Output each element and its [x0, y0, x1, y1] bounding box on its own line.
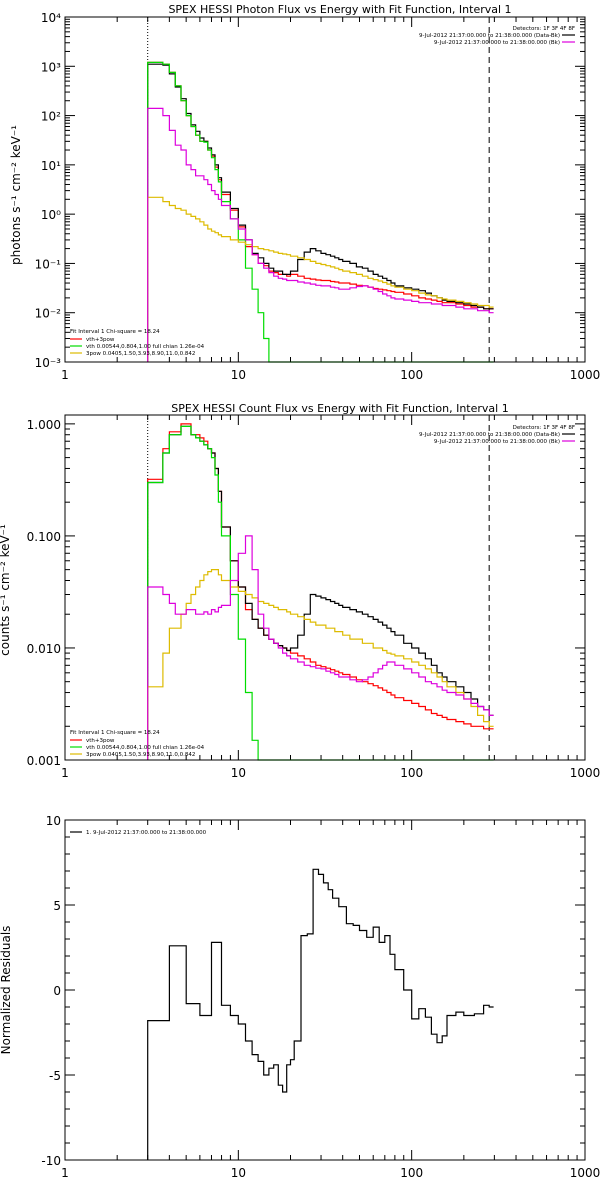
photon-legend-bk: 9-Jul-2012 21:37:00.000 to 21:38:00.000 …	[434, 40, 560, 46]
count-x-tick-label: 1000	[570, 766, 600, 780]
photon-y-tick-label: 10⁻¹	[35, 257, 62, 271]
photon-fit-interval-label: Fit Interval 1 Chi-square = 18.24	[70, 329, 160, 335]
count-y-tick-label: 1.000	[27, 418, 61, 432]
residuals-series	[147, 868, 494, 1160]
count-y-tick-label: 0.010	[27, 642, 61, 656]
count-legend-bk: 9-Jul-2012 21:37:00.000 to 21:38:00.000 …	[434, 439, 560, 445]
residuals-y-tick-label: -10	[41, 1154, 61, 1168]
count-series-vth	[147, 425, 494, 761]
photon-x-tick-label: 100	[400, 368, 423, 382]
count-legend-vth: vth 0.00544,0.804,1.00 full chian 1.26e-…	[86, 745, 205, 751]
count-axes: 1 10 100 1000 0.001 0.010 0.100 1.000	[27, 415, 600, 780]
residuals-y-tick-label: 10	[46, 814, 61, 828]
photon-y-tick-label: 10⁻²	[35, 307, 62, 321]
residuals-plot-frame	[64, 819, 586, 1161]
count-series-vth-3pow	[147, 423, 494, 760]
count-flux-panel: SPEX HESSI Count Flux vs Energy with Fit…	[0, 402, 600, 780]
photon-series-data-bk	[147, 63, 494, 362]
residuals-x-tick-label: 1	[61, 1166, 69, 1180]
count-legend-data-bk: 9-Jul-2012 21:37:00.000 to 21:38:00.000 …	[419, 432, 560, 438]
photon-x-tick-label: 1000	[570, 368, 600, 382]
residuals-x-tick-label: 1000	[570, 1166, 600, 1180]
photon-y-tick-label: 10⁴	[41, 11, 61, 25]
count-series-3pow	[147, 569, 494, 760]
residuals-y-tick-label: 5	[53, 899, 61, 913]
count-legend-vth3pow: vth+3pow	[86, 738, 115, 744]
photon-y-axis-label: photons s⁻¹ cm⁻² keV⁻¹	[9, 125, 23, 265]
count-chart-title: SPEX HESSI Count Flux vs Energy with Fit…	[171, 402, 508, 415]
photon-series-3pow	[147, 196, 494, 362]
photon-y-tick-label: 10²	[41, 110, 61, 124]
photon-x-tick-label: 1	[61, 368, 69, 382]
count-legend-3pow: 3pow 0.0405,1.50,3.93,8.90,11.0,0.842	[86, 752, 195, 758]
count-y-tick-label: 0.100	[27, 530, 61, 544]
photon-flux-panel: SPEX HESSI Photon Flux vs Energy with Fi…	[9, 3, 600, 382]
residuals-x-tick-label: 100	[400, 1166, 423, 1180]
count-plot-frame	[64, 414, 586, 761]
photon-x-tick-label: 10	[231, 368, 246, 382]
residuals-y-axis-label: Normalized Residuals	[0, 926, 13, 1055]
photon-legend-vth3pow: vth+3pow	[86, 337, 115, 343]
residuals-y-tick-label: 0	[53, 984, 61, 998]
residuals-y-tick-label: -5	[49, 1069, 61, 1083]
photon-plot-frame	[64, 16, 586, 363]
photon-chart-title: SPEX HESSI Photon Flux vs Energy with Fi…	[168, 3, 511, 16]
photon-axes: 1 10 100 1000 10⁻³ 10⁻² 10⁻¹ 10⁰ 10¹ 10² 10³ 10⁴	[35, 11, 600, 382]
photon-series-vth	[147, 61, 494, 363]
residuals-series-1-9-jul-2012-21-37-00-000-to-21-38-00-000	[147, 868, 494, 1160]
count-x-tick-label: 10	[231, 766, 246, 780]
photon-y-tick-label: 10¹	[41, 159, 61, 173]
count-series-bk	[147, 535, 494, 760]
photon-series	[147, 17, 494, 363]
photon-legend-data-bk: 9-Jul-2012 21:37:00.000 to 21:38:00.000 …	[419, 33, 560, 39]
photon-series-vth-3pow	[147, 61, 494, 362]
count-x-tick-label: 100	[400, 766, 423, 780]
photon-legend-vth: vth 0.00544,0.804,1.00 full chian 1.26e-…	[86, 344, 205, 350]
photon-legend-3pow: 3pow 0.0405,1.50,3.93,8.90,11.0,0.842	[86, 351, 195, 357]
photon-y-tick-label: 10⁰	[41, 208, 61, 222]
photon-series-bk	[147, 107, 494, 362]
photon-y-tick-label: 10³	[41, 60, 61, 74]
residuals-panel: Normalized Residuals 1 10 100 1000 -10 -5 0 5 10…	[0, 814, 600, 1180]
count-detectors-label: Detectors: 1F 3F 4F 8F	[513, 425, 575, 431]
count-series	[147, 415, 494, 761]
count-series-data-bk	[147, 425, 494, 760]
residuals-legend-label: 1. 9-Jul-2012 21:37:00.000 to 21:38:00.0…	[86, 830, 207, 836]
count-y-axis-label: counts s⁻¹ cm⁻² keV⁻¹	[0, 524, 12, 656]
residuals-axes: 1 10 100 1000 -10 -5 0 5 10	[41, 814, 600, 1180]
photon-detectors-label: Detectors: 1F 3F 4F 8F	[513, 26, 575, 32]
residuals-x-tick-label: 10	[231, 1166, 246, 1180]
count-y-tick-label: 0.001	[27, 754, 61, 768]
photon-y-tick-label: 10⁻³	[35, 356, 62, 370]
count-x-tick-label: 1	[61, 766, 69, 780]
count-fit-interval-label: Fit Interval 1 Chi-square = 18.24	[70, 730, 160, 736]
